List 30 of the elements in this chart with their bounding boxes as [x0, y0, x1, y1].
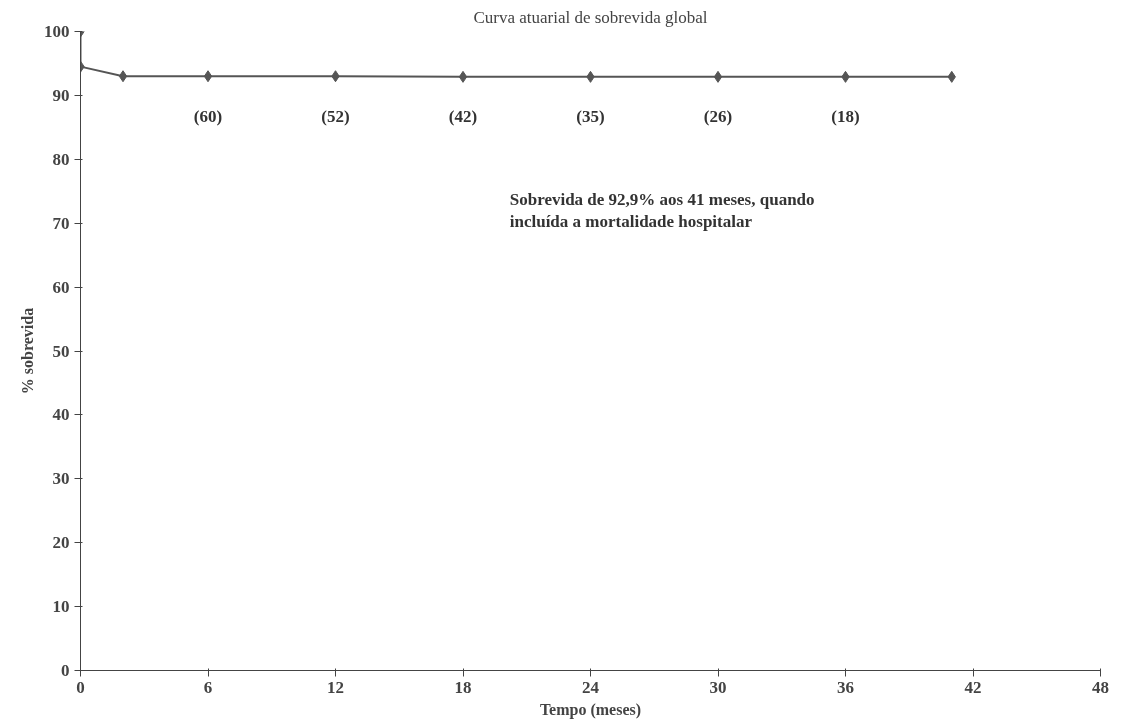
y-tick-label: 40 — [52, 405, 70, 425]
y-tick-label: 50 — [52, 341, 70, 361]
y-tick-label: 90 — [52, 85, 70, 105]
x-tick-label: 18 — [454, 677, 472, 697]
x-tick-label: 30 — [709, 677, 727, 697]
y-tick-label: 30 — [52, 469, 70, 489]
annotation: (35) — [576, 107, 605, 126]
y-axis-title: % sobrevida — [19, 307, 36, 395]
x-tick-label: 12 — [327, 677, 344, 697]
annotation: (18) — [831, 107, 860, 126]
x-tick-label: 48 — [1092, 677, 1109, 697]
annotation: (26) — [703, 107, 733, 126]
x-axis-title: Tempo (meses) — [539, 700, 642, 719]
x-tick-label: 24 — [582, 677, 600, 697]
x-tick-label: 0 — [76, 677, 85, 697]
annotation: Sobrevida de 92,9% aos 41 meses, quando incluída a mortalidade hospitalar — [509, 189, 815, 232]
y-tick-label: 0 — [61, 661, 70, 680]
annotation: (60) — [193, 107, 223, 126]
chart-title: Curva atuarial de sobrevida global — [473, 7, 708, 27]
y-tick-label: 60 — [52, 277, 70, 297]
x-tick-label: 42 — [964, 677, 982, 697]
annotation: (52) — [321, 107, 350, 126]
y-tick-label: 10 — [52, 597, 70, 617]
y-tick-label: 70 — [52, 213, 70, 233]
y-tick-label: 100 — [44, 22, 70, 41]
annotation: (42) — [448, 107, 478, 126]
x-tick-label: 36 — [837, 677, 854, 697]
x-tick-label: 6 — [203, 677, 213, 697]
y-tick-label: 80 — [52, 149, 70, 169]
y-tick-label: 20 — [52, 533, 70, 553]
